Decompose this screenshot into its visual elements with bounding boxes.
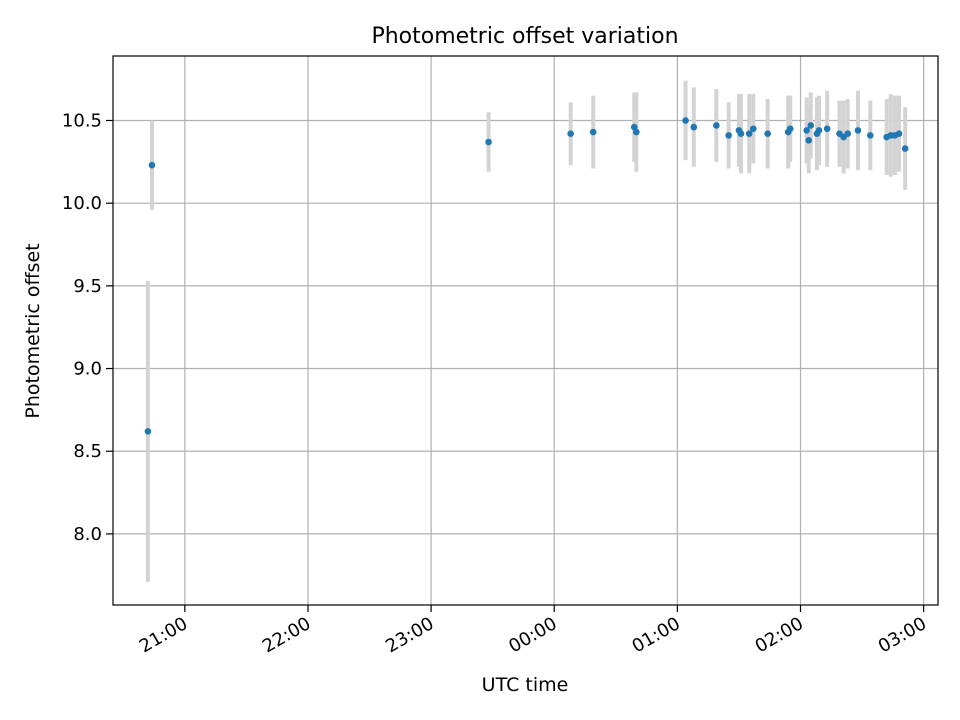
data-point: [737, 130, 745, 138]
data-point: [567, 130, 574, 138]
data-point: [815, 127, 823, 134]
y-tick-label: 10.5: [62, 110, 102, 131]
y-tick-label: 8.0: [73, 524, 102, 545]
y-axis-ticks: 8.0 8.5 9.0 9.5 10.0 10.5: [62, 110, 113, 545]
data-point: [895, 130, 903, 138]
data-point: [690, 123, 698, 131]
x-axis-label: UTC time: [482, 674, 569, 696]
data-points: [144, 117, 909, 435]
data-point: [485, 138, 492, 146]
grid-lines: [113, 56, 938, 605]
data-point: [725, 132, 732, 139]
data-point: [144, 428, 152, 435]
data-point: [749, 125, 757, 133]
data-point: [823, 125, 831, 133]
plot-frame: [112, 55, 939, 606]
data-point: [589, 128, 597, 136]
y-tick-label: 9.0: [73, 359, 102, 380]
data-point: [805, 137, 813, 144]
data-point: [786, 125, 794, 133]
data-point: [901, 145, 909, 152]
chart-title: Photometric offset variation: [371, 24, 678, 49]
data-point: [803, 127, 810, 134]
data-point: [764, 130, 771, 138]
data-point: [745, 130, 753, 138]
data-point: [148, 161, 156, 169]
data-point: [630, 123, 638, 131]
y-tick-label: 10.0: [62, 193, 102, 214]
y-axis-label: Photometric offset: [22, 243, 44, 418]
data-point: [854, 127, 862, 134]
data-point: [844, 130, 852, 138]
data-point: [633, 128, 640, 136]
data-point: [713, 122, 720, 129]
y-tick-label: 9.5: [73, 276, 102, 297]
data-point: [866, 132, 874, 139]
y-tick-label: 8.5: [73, 441, 102, 462]
data-point: [682, 117, 689, 124]
data-point: [807, 122, 815, 129]
